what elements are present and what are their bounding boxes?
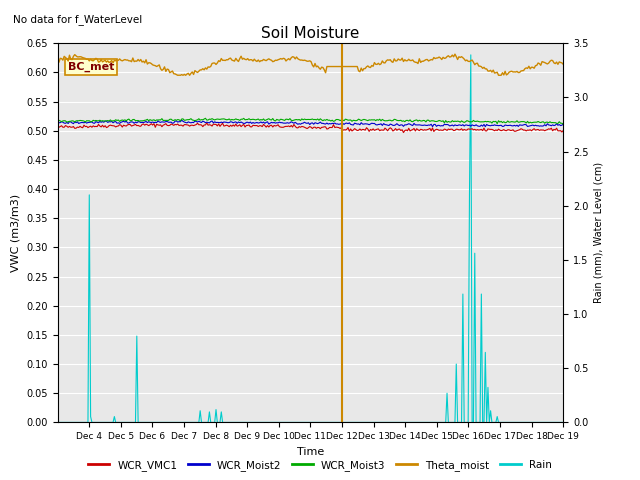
Text: No data for f_WaterLevel: No data for f_WaterLevel [13, 14, 142, 25]
Title: Soil Moisture: Soil Moisture [261, 25, 360, 41]
Text: BC_met: BC_met [68, 62, 114, 72]
Y-axis label: VWC (m3/m3): VWC (m3/m3) [11, 194, 20, 272]
Y-axis label: Rain (mm), Water Level (cm): Rain (mm), Water Level (cm) [594, 162, 604, 303]
X-axis label: Time: Time [297, 447, 324, 456]
Legend: WCR_VMC1, WCR_Moist2, WCR_Moist3, Theta_moist, Rain: WCR_VMC1, WCR_Moist2, WCR_Moist3, Theta_… [84, 456, 556, 475]
